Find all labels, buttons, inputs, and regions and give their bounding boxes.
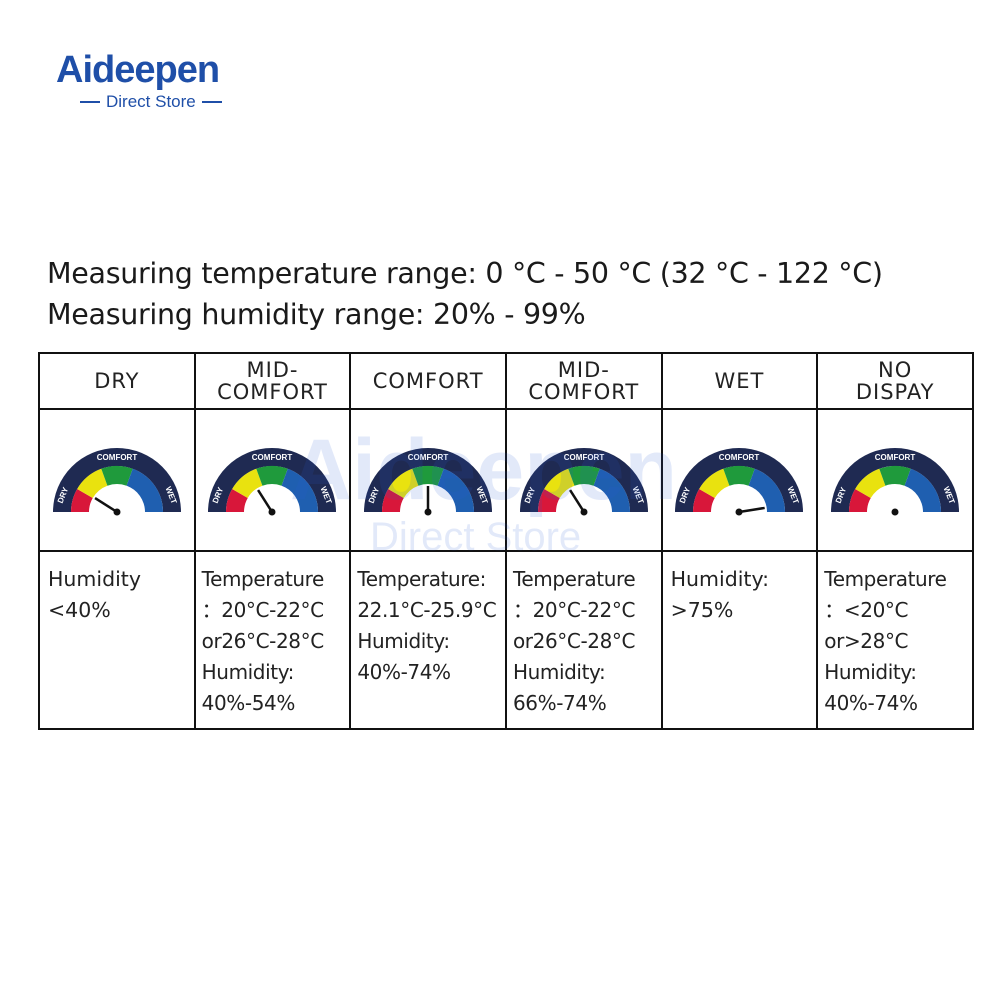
level-name-row: DRY MID- COMFORT COMFORT MID- COMFORT WE… [38,352,974,410]
gauge-zone-green [723,466,756,486]
level-description: Humidity: >75% [660,550,819,730]
gauge-needle [568,489,585,513]
gauge-pivot [424,508,432,516]
gauge-zone-red [693,489,716,512]
gauge-zone-blue [126,468,163,512]
gauge-outer-band [52,448,181,512]
level-name: DRY [38,352,196,410]
level-name: COMFORT [349,352,507,410]
temperature-range-text: Measuring temperature range: 0 °C - 50 °… [47,257,883,290]
gauge-pivot [891,508,899,516]
gauge-zone-green [879,466,911,486]
level-description-row: Humidity <40% Temperature ：20°C-22°C or2… [38,550,974,730]
gauge-zone-blue [282,468,319,512]
level-name: MID- COMFORT [504,352,663,410]
gauge-zone-yellow [388,468,419,498]
level-gauge-row: DRY COMFORT WET DRY COMFORT WET DRY COMFORT WE… [38,408,974,552]
gauge-cell: DRY COMFORT WET [193,408,352,552]
gauge-zone-yellow [855,468,886,498]
gauge-cell: DRY COMFORT WET [504,408,663,552]
level-name: MID- COMFORT [193,352,352,410]
gauge-zone-green [568,466,600,486]
gauge-zone-blue [749,468,786,512]
gauge-zone-yellow [699,468,730,498]
gauge-label-comfort: COMFORT [97,453,138,462]
gauge-zone-yellow [232,468,263,498]
brand-logo: Aideepen Direct Store [56,50,286,120]
brand-tagline-row: Direct Store [80,92,286,112]
gauge-pivot [580,508,588,516]
brand-name: Aideepen [56,49,220,91]
gauge-outer-band [208,448,337,512]
gauge-zone-blue [904,468,942,512]
level-description: Temperature ：<20°C or>28°C Humidity: 40%… [816,550,974,730]
gauge-outer-band [364,448,493,512]
gauge-label-comfort: COMFORT [719,453,760,462]
comfort-levels-table: DRY MID- COMFORT COMFORT MID- COMFORT WE… [38,352,974,730]
gauge-label-comfort: COMFORT [875,453,916,462]
humidity-range-text: Measuring humidity range: 20% - 99% [47,298,586,331]
gauge-zone-blue [437,468,475,512]
level-description: Humidity <40% [38,550,196,730]
gauge-zone-green [101,466,133,486]
gauge-zone-yellow [76,468,108,498]
gauge-label-comfort: COMFORT [252,453,293,462]
gauge-label-comfort: COMFORT [564,453,605,462]
gauge-cell: DRY COMFORT WET [349,408,507,552]
level-description: Temperature ：20°C-22°C or26°C-28°C Humid… [504,550,663,730]
gauge-zone-red [382,489,404,512]
gauge-zone-red [70,489,93,512]
gauge-zone-red [226,489,249,512]
gauge-zone-green [256,466,289,486]
level-description: Temperature ：20°C-22°C or26°C-28°C Humid… [193,550,352,730]
level-name: NO DISPAY [816,352,974,410]
gauge-outer-band [675,448,804,512]
gauge-pivot [113,508,121,516]
gauge-outer-band [519,448,648,512]
gauge-zone-yellow [543,468,575,498]
gauge-outer-band [831,448,960,512]
gauge-pivot [735,508,743,516]
level-name: WET [660,352,819,410]
gauge-zone-blue [593,468,630,512]
gauge-zone-red [537,489,560,512]
gauge-needle [257,489,274,513]
gauge-needle [739,506,766,514]
gauge-pivot [268,508,276,516]
level-description: Temperature: 22.1°C-25.9°C Humidity: 40%… [349,550,507,730]
gauge-needle [94,497,118,514]
gauge-cell: DRY COMFORT WET [38,408,196,552]
tagline-dash-left [80,101,100,103]
gauge-zone-red [849,489,871,512]
gauge-zone-green [412,466,444,486]
gauge-cell: DRY COMFORT WET [816,408,974,552]
brand-tagline: Direct Store [106,92,196,111]
gauge-cell: DRY COMFORT WET [660,408,819,552]
tagline-dash-right [201,101,222,103]
gauge-label-comfort: COMFORT [408,453,449,462]
